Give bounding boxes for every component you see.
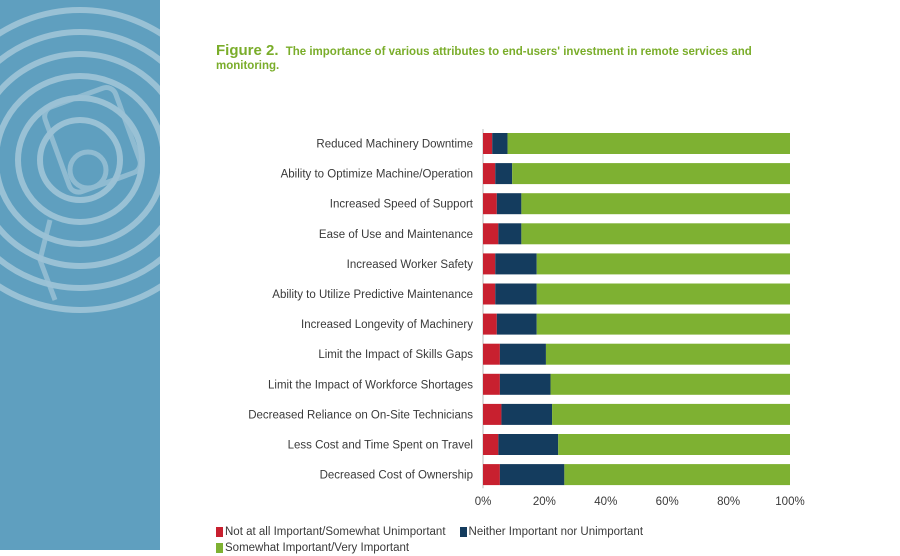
bar-segment-series-3: [512, 163, 790, 185]
bar-segment-series-2: [499, 464, 565, 486]
decorative-arcs-icon: [0, 7, 160, 313]
category-label: Ability to Utilize Predictive Maintenanc…: [272, 289, 473, 301]
bar-segment-series-1: [483, 403, 502, 425]
legend-label: Not at all Important/Somewhat Unimportan…: [225, 526, 446, 538]
bar-segment-series-1: [483, 223, 499, 245]
bar-segment-series-2: [499, 343, 546, 365]
bar-segment-series-2: [492, 133, 508, 154]
category-label: Increased Worker Safety: [347, 259, 474, 271]
bar-segment-series-1: [483, 253, 496, 275]
bar-segment-series-2: [496, 193, 522, 215]
bar-segment-series-1: [483, 434, 499, 455]
category-label: Reduced Machinery Downtime: [316, 139, 473, 151]
bar-segment-series-1: [483, 283, 496, 305]
x-tick-label: 20%: [533, 496, 556, 508]
bar-segment-series-2: [495, 283, 537, 305]
legend-swatch: [216, 543, 223, 553]
category-label: Limit the Impact of Skills Gaps: [318, 349, 473, 361]
legend-swatch: [216, 527, 223, 537]
category-label: Increased Longevity of Machinery: [301, 319, 473, 331]
bar-segment-series-3: [507, 133, 790, 154]
side-panel: [0, 0, 160, 550]
x-tick-label: 100%: [775, 496, 804, 508]
bar-segment-series-2: [498, 434, 559, 455]
figure-caption: The importance of various attributes to …: [216, 46, 752, 72]
bar-segment-series-3: [552, 403, 790, 425]
legend-label: Somewhat Important/Very Important: [225, 542, 410, 554]
bar-segment-series-1: [483, 373, 500, 395]
x-tick-label: 60%: [656, 496, 679, 508]
bar-segment-series-3: [536, 253, 790, 275]
bar-segment-series-3: [564, 464, 790, 486]
bar-segment-series-1: [483, 343, 500, 365]
bar-segment-series-1: [483, 464, 500, 486]
bar-segment-series-2: [499, 373, 551, 395]
bar-segment-series-1: [483, 133, 493, 154]
bar-segment-series-3: [536, 283, 790, 305]
bar-segment-series-3: [536, 313, 790, 335]
legend: Not at all Important/Somewhat Unimportan…: [216, 524, 816, 556]
category-label: Ability to Optimize Machine/Operation: [281, 169, 473, 181]
bar-segment-series-1: [483, 313, 497, 335]
figure-label: Figure 2.: [216, 42, 279, 59]
legend-swatch: [459, 527, 467, 537]
legend-item: Not at all Important/Somewhat Unimportan…: [216, 524, 446, 540]
figure-title: Figure 2. The importance of various attr…: [216, 42, 816, 73]
category-label: Increased Speed of Support: [330, 199, 474, 211]
bar-segment-series-2: [495, 253, 537, 275]
category-label: Limit the Impact of Workforce Shortages: [268, 379, 473, 391]
bar-segment-series-2: [501, 403, 553, 425]
bar-segment-series-1: [483, 193, 497, 215]
x-tick-label: 80%: [717, 496, 740, 508]
bar-segment-series-3: [521, 223, 790, 245]
bar-segment-series-1: [483, 163, 496, 185]
legend-item: Neither Important nor Unimportant: [459, 524, 644, 540]
legend-label: Neither Important nor Unimportant: [468, 526, 644, 538]
bar-segment-series-2: [498, 223, 522, 245]
x-tick-label: 0%: [475, 496, 492, 508]
bar-segment-series-3: [558, 434, 790, 455]
bar-segment-series-3: [545, 343, 790, 365]
category-label: Decreased Reliance on On-Site Technician…: [248, 409, 473, 421]
category-label: Ease of Use and Maintenance: [319, 229, 473, 241]
bar-segment-series-3: [550, 373, 790, 395]
legend-item: Somewhat Important/Very Important: [216, 540, 409, 556]
bar-segment-series-2: [495, 163, 513, 185]
x-tick-label: 40%: [594, 496, 617, 508]
bar-segment-series-3: [521, 193, 790, 215]
bar-segment-series-2: [496, 313, 537, 335]
category-label: Less Cost and Time Spent on Travel: [288, 440, 473, 452]
category-label: Decreased Cost of Ownership: [320, 470, 473, 482]
